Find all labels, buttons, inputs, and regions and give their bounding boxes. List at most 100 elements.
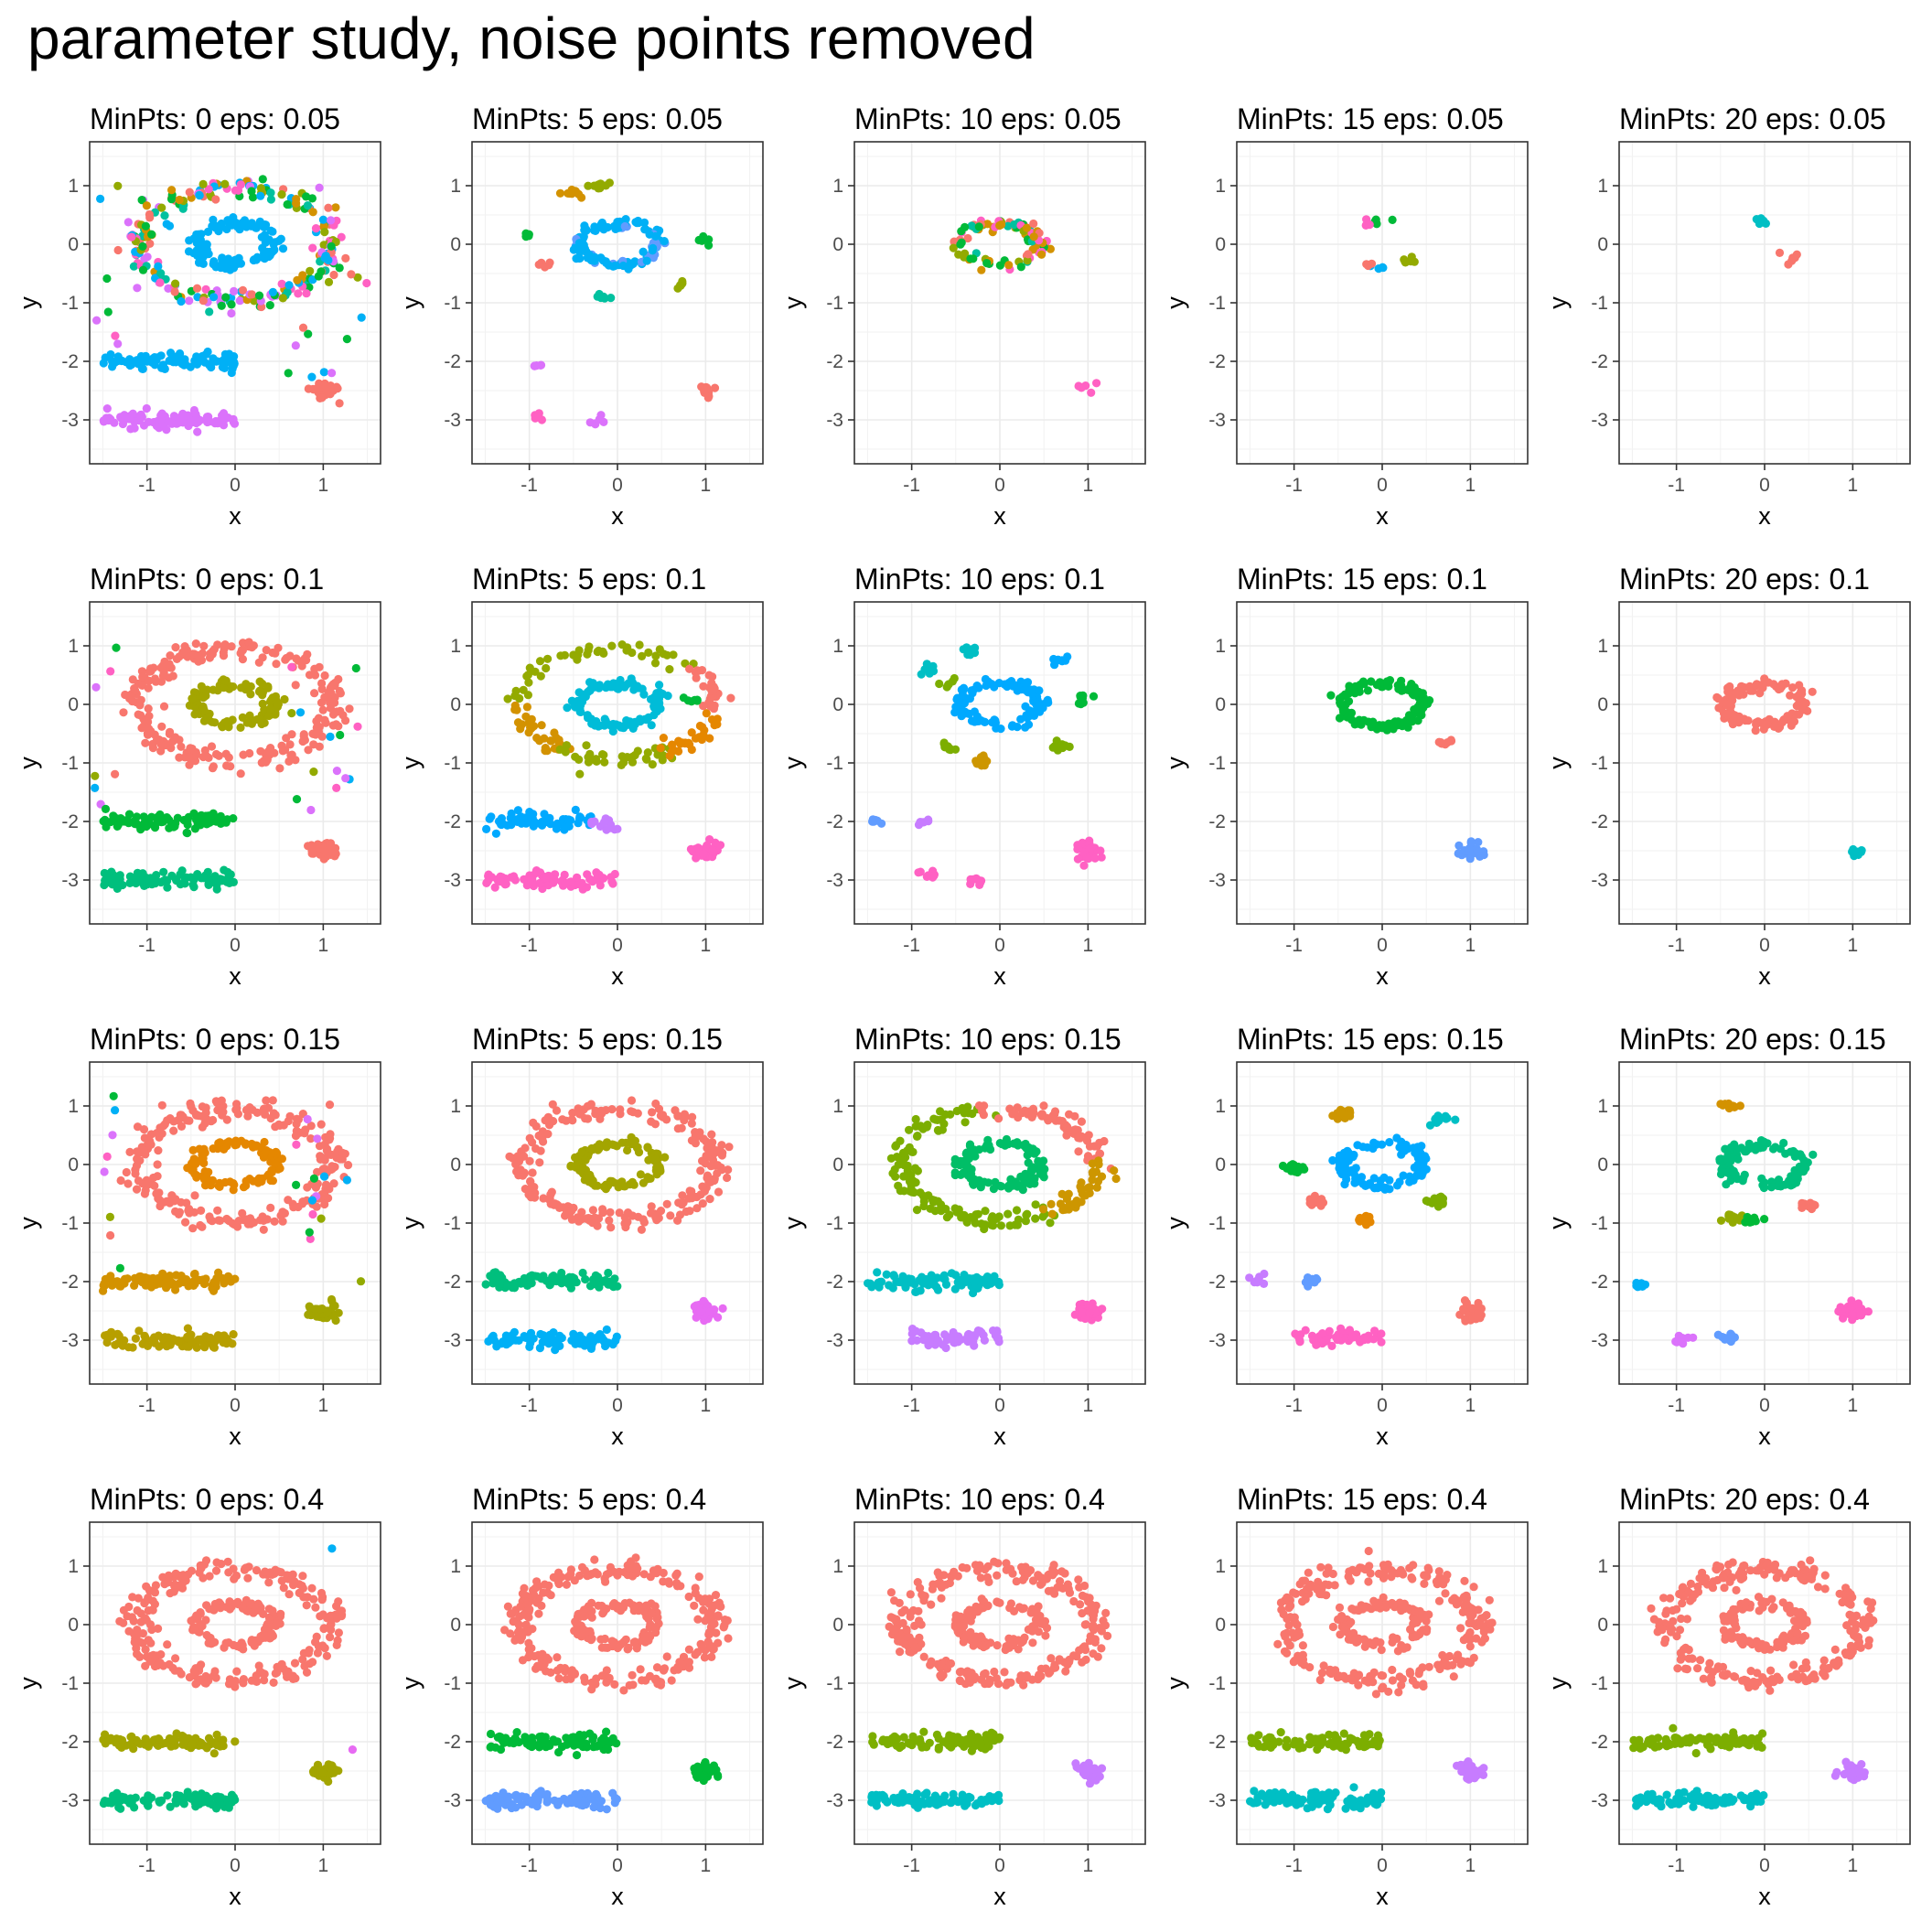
data-point: [212, 1334, 221, 1343]
data-point: [1035, 701, 1044, 710]
data-point: [209, 354, 218, 363]
data-point: [584, 687, 594, 696]
data-point: [1723, 710, 1733, 719]
data-point: [190, 1269, 199, 1279]
data-point: [571, 1153, 580, 1162]
data-point: [343, 1161, 353, 1170]
data-point: [647, 721, 656, 730]
data-point: [249, 255, 258, 265]
data-point: [974, 1175, 983, 1185]
data-point: [703, 1171, 713, 1180]
data-point: [341, 253, 350, 263]
data-point: [520, 1152, 529, 1161]
data-point: [1057, 657, 1067, 666]
points-layer: [482, 640, 735, 894]
data-point: [209, 215, 218, 224]
data-point: [715, 841, 725, 850]
data-point: [121, 690, 130, 700]
data-point: [591, 755, 601, 764]
data-point: [195, 1144, 204, 1154]
data-point: [211, 1278, 220, 1287]
x-tick-label: -1: [1285, 475, 1303, 496]
data-point: [164, 1333, 173, 1342]
x-axis-label: x: [229, 1422, 242, 1450]
x-tick-label: -1: [1285, 935, 1303, 956]
data-point: [313, 1167, 322, 1176]
data-point: [970, 717, 979, 726]
data-point: [284, 757, 294, 767]
data-point: [622, 646, 631, 655]
data-point: [595, 1283, 604, 1292]
data-point: [534, 412, 543, 421]
data-point: [705, 698, 714, 707]
data-point: [208, 1217, 217, 1226]
data-point: [1082, 1136, 1092, 1145]
data-point: [633, 216, 643, 226]
data-point: [1399, 1171, 1408, 1180]
data-point: [113, 339, 123, 349]
facet-panel: MinPts: 15 eps: 0.1-1 0 110-1-2-3xy: [1162, 563, 1529, 990]
data-point: [124, 810, 134, 819]
data-point: [334, 722, 343, 731]
data-point: [311, 730, 320, 739]
data-point: [159, 702, 169, 711]
data-point: [91, 682, 101, 692]
y-tick-label: -1: [444, 293, 461, 314]
data-point: [1030, 709, 1039, 718]
data-point: [528, 1168, 537, 1177]
data-point: [341, 774, 350, 783]
data-point: [318, 705, 327, 714]
data-point: [101, 353, 110, 362]
data-point: [256, 191, 265, 200]
data-point: [351, 663, 360, 673]
data-point: [332, 783, 341, 793]
data-point: [215, 1138, 224, 1147]
data-point: [676, 281, 685, 290]
data-point: [571, 805, 580, 815]
data-point: [608, 262, 617, 271]
y-tick-label: 0: [68, 234, 79, 255]
data-point: [693, 843, 703, 853]
data-point: [500, 880, 510, 889]
data-point: [647, 1202, 656, 1211]
data-point: [514, 1171, 523, 1180]
data-point: [145, 676, 154, 685]
data-point: [1021, 723, 1030, 732]
points-layer: [99, 1091, 366, 1352]
data-point: [1849, 844, 1858, 854]
data-point: [1013, 1220, 1022, 1229]
data-point: [596, 881, 605, 890]
data-point: [526, 1177, 535, 1186]
data-point: [593, 1181, 602, 1190]
data-point: [331, 203, 340, 212]
data-point: [165, 356, 174, 365]
data-point: [1004, 1209, 1013, 1218]
data-point: [324, 688, 333, 697]
data-point: [271, 649, 280, 658]
y-tick-label: 1: [832, 176, 843, 197]
data-point: [595, 1144, 604, 1154]
data-point: [146, 1283, 156, 1292]
data-point: [198, 1102, 207, 1111]
data-point: [123, 218, 133, 227]
data-point: [525, 663, 534, 672]
data-point: [204, 413, 213, 422]
y-tick-label: -3: [1208, 870, 1226, 891]
data-point: [186, 362, 195, 371]
data-point: [202, 245, 211, 254]
data-point: [325, 1100, 335, 1110]
data-point: [200, 746, 209, 756]
data-point: [1078, 838, 1087, 848]
data-point: [1758, 683, 1767, 692]
data-point: [707, 1130, 716, 1139]
data-point: [218, 362, 227, 371]
y-tick-label: -3: [1208, 410, 1226, 431]
data-point: [224, 349, 234, 359]
data-point: [125, 360, 134, 370]
y-tick-label: 0: [68, 1154, 79, 1175]
data-point: [229, 1330, 238, 1339]
data-point: [536, 1329, 545, 1339]
data-point: [250, 296, 259, 306]
y-tick-label: -2: [1208, 351, 1226, 372]
data-point: [298, 271, 307, 280]
